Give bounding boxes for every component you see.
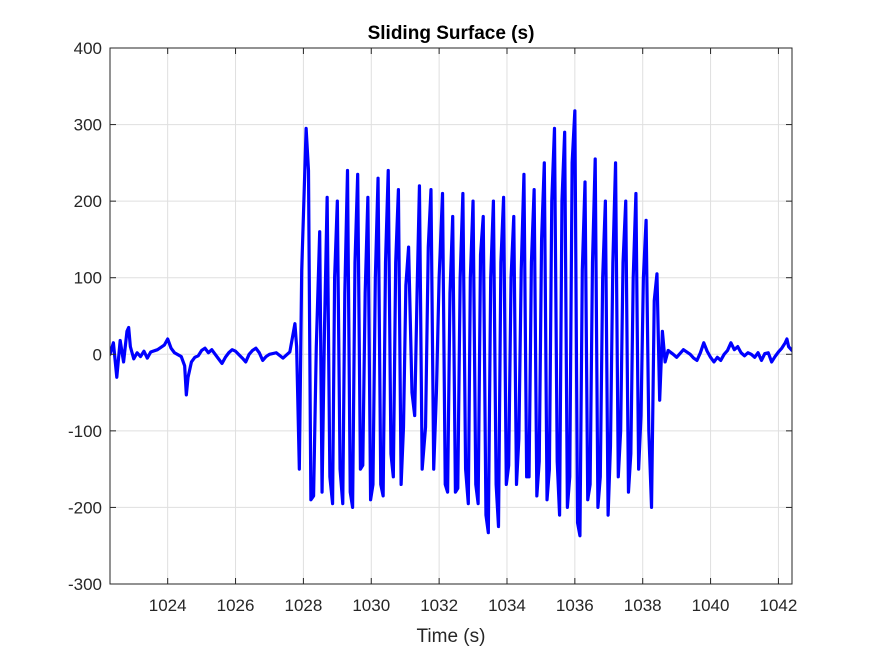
x-axis-label: Time (s) [417, 626, 486, 647]
x-tick-label: 1030 [352, 596, 390, 615]
x-tick-label: 1026 [217, 596, 255, 615]
y-tick-label: 0 [93, 345, 102, 364]
tick-labels: 1024 1026 1028 1030 1032 1034 1036 1038 1040 1042… [68, 39, 797, 615]
plot-area-frame [109, 47, 793, 585]
chart-title: Sliding Surface (s) [368, 23, 535, 44]
x-tick-label: 1038 [624, 596, 662, 615]
x-tick-label: 1042 [760, 596, 798, 615]
ticks [110, 47, 792, 585]
x-tick-label: 1024 [149, 596, 187, 615]
x-tick-label: 1032 [420, 596, 458, 615]
y-tick-label: -200 [68, 498, 102, 517]
x-tick-label: 1040 [692, 596, 730, 615]
series-layer [110, 109, 792, 538]
x-tick-label: 1034 [488, 596, 526, 615]
x-tick-label: 1028 [284, 596, 322, 615]
y-tick-label: -100 [68, 422, 102, 441]
series-line-0 [110, 109, 792, 538]
y-tick-label: 200 [74, 192, 102, 211]
y-tick-label: 400 [74, 39, 102, 58]
y-tick-label: 300 [74, 116, 102, 135]
y-tick-label: -300 [68, 575, 102, 594]
y-tick-label: 100 [74, 269, 102, 288]
x-tick-label: 1036 [556, 596, 594, 615]
